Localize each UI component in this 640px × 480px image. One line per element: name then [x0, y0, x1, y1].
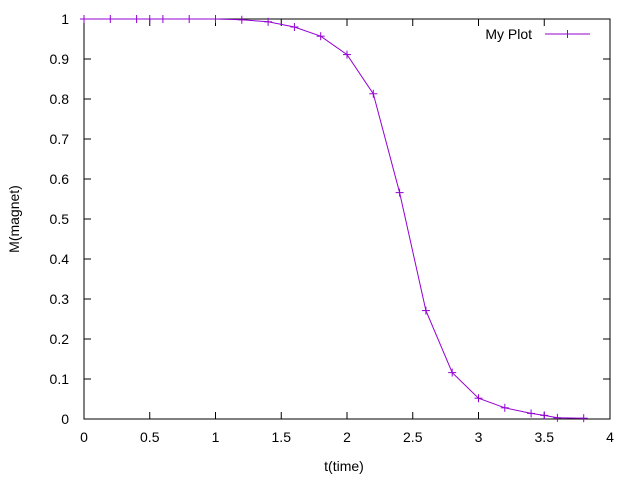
series-line	[84, 18, 584, 419]
y-axis-ticks: 0 0.1 0.2 0.3 0.4 0.5 0.6 0.7 0.8 0.9 1	[50, 11, 610, 427]
data-point	[579, 414, 588, 423]
data-point	[237, 15, 246, 24]
x-tick-label: 1	[212, 429, 220, 445]
data-point	[158, 15, 167, 23]
y-tick-label: 0.2	[50, 331, 70, 347]
y-tick-label: 0.3	[50, 291, 70, 307]
y-tick-label: 0.7	[50, 131, 70, 147]
legend: My Plot	[485, 26, 590, 42]
data-point	[448, 368, 457, 377]
x-tick-label: 2	[343, 429, 351, 445]
data-point	[211, 15, 220, 23]
data-point	[185, 15, 194, 23]
data-point	[421, 306, 430, 315]
data-point	[527, 409, 536, 418]
data-point	[290, 23, 299, 31]
data-point	[369, 89, 378, 98]
x-axis-label: t(time)	[324, 458, 364, 474]
data-point	[145, 15, 154, 23]
data-point	[474, 394, 483, 403]
y-tick-label: 0	[61, 411, 69, 427]
x-tick-label: 3.5	[535, 429, 555, 445]
x-tick-label: 2.5	[403, 429, 423, 445]
x-tick-label: 4	[606, 429, 614, 445]
series-layer	[80, 15, 588, 423]
y-tick-label: 1	[61, 11, 69, 27]
x-tick-label: 0.5	[140, 429, 160, 445]
x-axis-ticks: 0 0.5 1 1.5 2 2.5 3 3.5 4	[80, 19, 614, 445]
data-point	[500, 403, 509, 412]
y-tick-label: 0.1	[50, 371, 70, 387]
x-tick-label: 1.5	[272, 429, 292, 445]
legend-label: My Plot	[485, 26, 532, 42]
x-tick-label: 3	[475, 429, 483, 445]
y-tick-label: 0.5	[50, 211, 70, 227]
data-point	[553, 413, 562, 422]
data-point	[343, 50, 351, 59]
y-tick-label: 0.4	[50, 251, 70, 267]
data-point	[395, 188, 404, 197]
data-point	[264, 17, 273, 26]
data-point	[540, 411, 549, 420]
data-point	[316, 32, 325, 41]
data-point	[132, 15, 141, 23]
data-point	[80, 15, 88, 23]
y-axis-label: M(magnet)	[6, 185, 22, 253]
y-tick-label: 0.8	[50, 91, 70, 107]
y-tick-label: 0.6	[50, 171, 70, 187]
y-tick-label: 0.9	[50, 51, 70, 67]
data-point	[106, 15, 115, 23]
x-tick-label: 0	[80, 429, 88, 445]
